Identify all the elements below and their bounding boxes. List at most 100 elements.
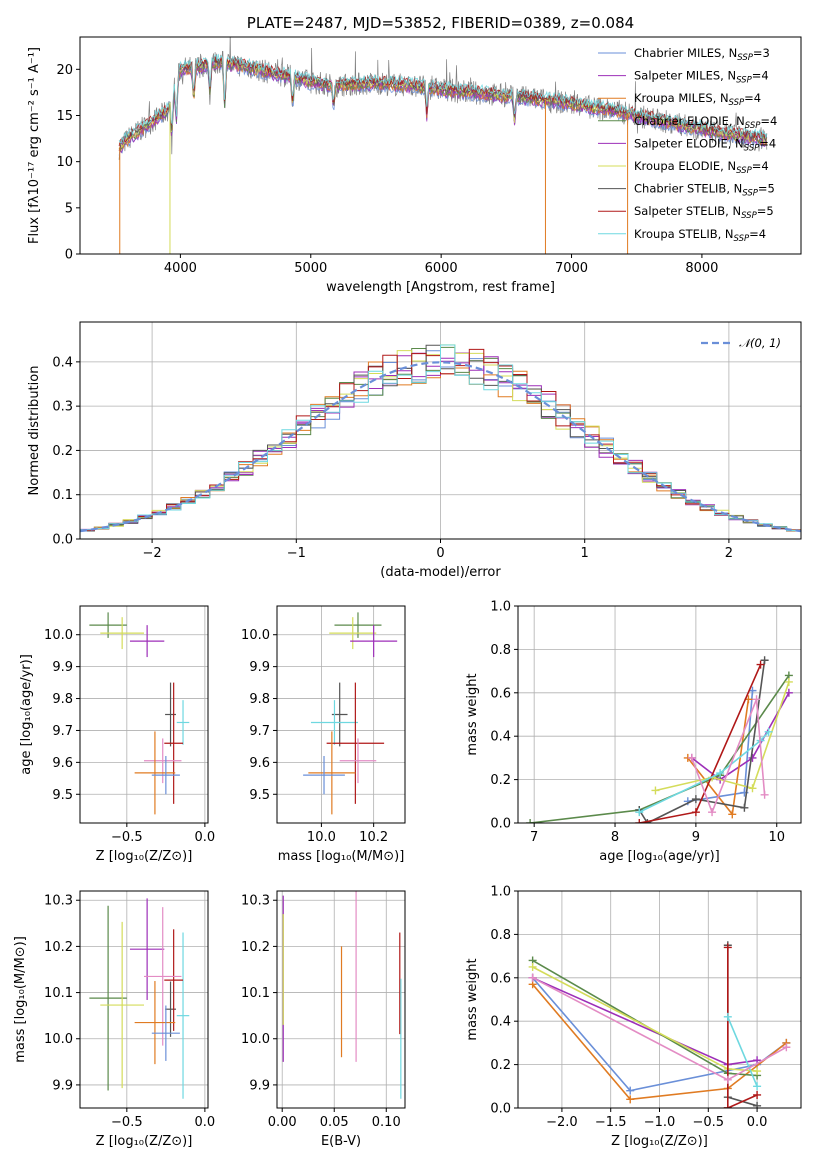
- y-tick-label: 10.0: [44, 1032, 73, 1047]
- y-tick-label: 0.8: [490, 928, 511, 943]
- y-tick-label: 9.6: [249, 756, 270, 771]
- x-axis-label: mass [log₁₀(M/M⊙)]: [278, 849, 405, 864]
- y-tick-label: 0.2: [52, 444, 73, 459]
- series-marker: [753, 1082, 762, 1091]
- y-tick-label: 10.2: [44, 940, 73, 955]
- x-tick-label: 4000: [164, 261, 197, 276]
- y-tick-label: 9.7: [52, 724, 73, 739]
- series-marker: [626, 1086, 635, 1095]
- series-marker: [752, 695, 761, 704]
- x-tick-label: 7000: [555, 261, 588, 276]
- series-marker: [687, 753, 696, 762]
- x-tick-label: 0.05: [320, 1115, 349, 1130]
- y-tick-label: 10: [56, 155, 73, 170]
- y-tick-label: 0.1: [52, 488, 73, 503]
- series-group: [526, 656, 793, 823]
- series-marker: [753, 1067, 762, 1076]
- x-tick-label: 10.2: [359, 830, 388, 845]
- x-tick-label: −0.5: [693, 1115, 725, 1130]
- legend-tail: =4: [749, 227, 766, 241]
- series-marker: [635, 808, 644, 817]
- series-marker: [708, 808, 717, 817]
- legend-subscript: SSP: [736, 76, 752, 86]
- series-line: [531, 983, 787, 1101]
- legend-label: Salpeter ELODIE, NSSP=4: [634, 136, 776, 153]
- legend-name: Chabrier MILES, N: [634, 46, 737, 60]
- series-line: [727, 1016, 758, 1087]
- y-tick-label: 10.0: [241, 1032, 270, 1047]
- legend-name: Salpeter STELIB, N: [634, 204, 741, 218]
- legend-label: Chabrier MILES, NSSP=3: [634, 46, 770, 63]
- x-tick-label: −1.5: [595, 1115, 627, 1130]
- legend-label: Chabrier STELIB, NSSP=5: [634, 182, 775, 199]
- legend-name: Chabrier ELODIE, N: [634, 114, 745, 128]
- legend-subscript: SSP: [734, 234, 750, 244]
- legend-label: Salpeter MILES, NSSP=4: [634, 69, 769, 86]
- x-tick-label: 1: [581, 546, 589, 561]
- series-marker: [635, 819, 644, 823]
- series-marker: [756, 660, 765, 669]
- series-marker: [526, 819, 535, 823]
- axes-frame: [517, 890, 802, 1109]
- x-axis-label: Z [log₁₀(Z/Z⊙)]: [611, 1134, 708, 1149]
- series-marker: [753, 1090, 762, 1099]
- y-tick-label: 0.2: [490, 1058, 511, 1073]
- y-tick-label: 9.9: [249, 660, 270, 675]
- x-tick-label: 8000: [685, 261, 718, 276]
- legend-tail: =4: [744, 91, 761, 105]
- series-line: [655, 681, 790, 792]
- x-axis-label: E(B-V): [321, 1134, 361, 1149]
- y-tick-label: 9.5: [249, 788, 270, 803]
- legend-subscript: SSP: [741, 211, 757, 221]
- x-tick-label: −2.0: [546, 1115, 578, 1130]
- series-marker: [723, 1104, 732, 1108]
- y-axis-label: age [log₁₀(age/yr)]: [19, 654, 34, 775]
- series-line: [532, 966, 758, 1072]
- series-marker: [723, 943, 732, 952]
- y-tick-label: 5: [65, 201, 73, 216]
- series-marker: [728, 810, 737, 819]
- x-tick-label: 6000: [425, 261, 458, 276]
- x-tick-label: 0.00: [268, 1115, 297, 1130]
- x-tick-label: 5000: [294, 261, 327, 276]
- axes-frame: [79, 605, 209, 824]
- y-tick-label: 9.8: [249, 692, 270, 707]
- series-marker: [748, 753, 757, 762]
- axes-frame: [79, 36, 802, 255]
- mass-vs-extinction-panel: 0.00 0.05 0.10 9.9 10.0 10.1 10.2 10.3 E(B-V): [241, 890, 406, 1149]
- series-marker: [782, 1043, 791, 1052]
- axes-frame: [276, 890, 406, 1109]
- legend-subscript: SSP: [737, 53, 753, 63]
- y-tick-label: 10.2: [241, 940, 270, 955]
- y-tick-label: 10.0: [241, 628, 270, 643]
- errorbar-group: [89, 898, 190, 1099]
- y-tick-label: 0.6: [490, 686, 511, 701]
- x-axis-label: age [log₁₀(age/yr)]: [599, 849, 720, 864]
- y-tick-label: 0.3: [52, 400, 73, 415]
- series-marker: [716, 769, 725, 778]
- legend-subscript: SSP: [736, 166, 752, 176]
- series-marker: [528, 973, 537, 982]
- series-marker: [691, 808, 700, 817]
- y-tick-label: 1.0: [490, 885, 511, 900]
- y-tick-label: 10.1: [44, 986, 73, 1001]
- errorbar-group: [303, 612, 398, 815]
- x-tick-label: 9: [692, 830, 700, 845]
- y-tick-label: 9.7: [249, 724, 270, 739]
- x-tick-label: −1.0: [644, 1115, 676, 1130]
- series-marker: [691, 795, 700, 804]
- legend-tail: =4: [752, 69, 769, 83]
- legend-label: Chabrier ELODIE, NSSP=4: [634, 114, 777, 131]
- histogram-step-line: [80, 344, 801, 531]
- y-tick-label: 9.8: [52, 692, 73, 707]
- legend-subscript: SSP: [744, 143, 760, 153]
- axes-frame: [79, 890, 209, 1109]
- legend-label: Kroupa ELODIE, NSSP=4: [634, 159, 769, 176]
- legend-subscript: SSP: [729, 98, 745, 108]
- x-axis-label: wavelength [Angstrom, rest frame]: [326, 280, 555, 295]
- spectrum-panel: 4000 5000 6000 7000 8000 0 5 10 15 20 wavelength […: [27, 14, 802, 295]
- y-tick-label: 20: [56, 63, 73, 78]
- x-tick-label: 0.10: [372, 1115, 401, 1130]
- x-tick-label: 2: [725, 546, 733, 561]
- y-tick-label: 0.4: [490, 1015, 511, 1030]
